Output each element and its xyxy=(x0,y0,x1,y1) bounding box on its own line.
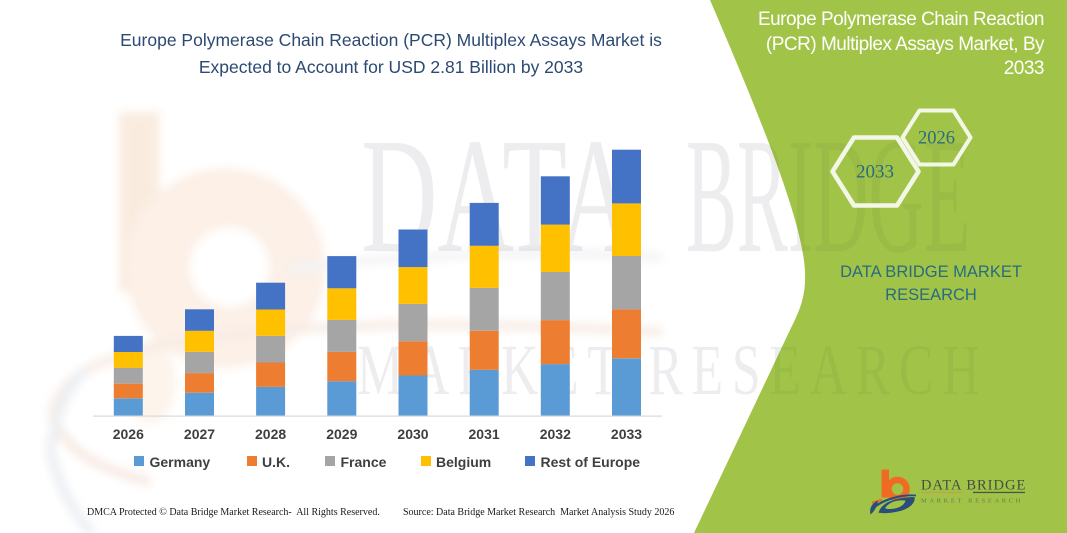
svg-text:2026: 2026 xyxy=(918,129,955,149)
svg-text:2033: 2033 xyxy=(856,162,894,183)
svg-text:DATA BRIDGE: DATA BRIDGE xyxy=(921,478,1026,494)
svg-text:MARKET RESEARCH: MARKET RESEARCH xyxy=(921,498,1023,505)
